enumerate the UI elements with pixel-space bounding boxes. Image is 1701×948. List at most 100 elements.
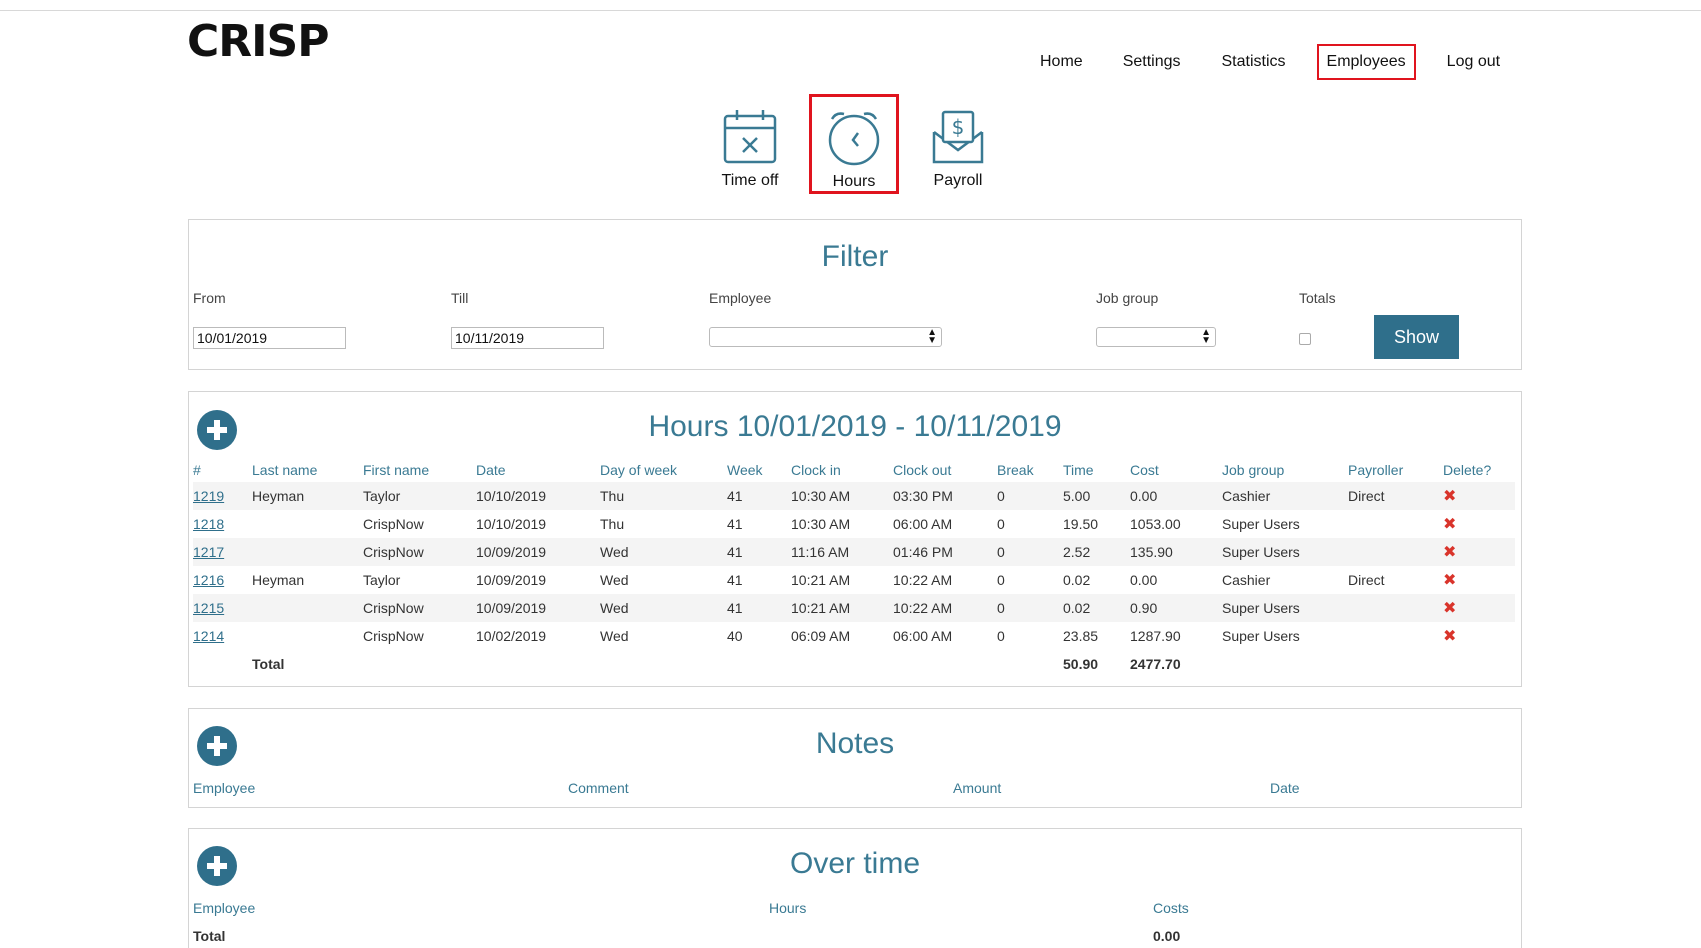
cell: 19.50 bbox=[1063, 516, 1099, 532]
col-header[interactable]: Costs bbox=[1153, 900, 1189, 916]
subnav-time-off[interactable]: Time off bbox=[705, 94, 795, 194]
col-header[interactable]: Clock out bbox=[893, 462, 952, 478]
delete-icon[interactable]: ✖ bbox=[1443, 628, 1457, 645]
hours-header-row: # Last name First name Date Day of week … bbox=[193, 458, 1515, 482]
col-header[interactable]: Amount bbox=[953, 780, 1002, 796]
delete-icon[interactable]: ✖ bbox=[1443, 516, 1457, 533]
cell: 2.52 bbox=[1063, 538, 1130, 566]
col-header[interactable]: Time bbox=[1063, 462, 1094, 478]
cell: 1053.00 bbox=[1130, 516, 1181, 532]
cell bbox=[252, 510, 363, 538]
cell: 0.02 bbox=[1063, 594, 1130, 622]
row-id-link[interactable]: 1217 bbox=[193, 544, 225, 560]
delete-icon[interactable]: ✖ bbox=[1443, 544, 1457, 561]
cell: 10:21 AM bbox=[791, 594, 893, 622]
col-header[interactable]: Break bbox=[997, 462, 1034, 478]
col-header[interactable]: # bbox=[193, 462, 201, 478]
cell: Taylor bbox=[363, 572, 401, 588]
cell: 5.00 bbox=[1063, 482, 1130, 510]
cell: Thu bbox=[600, 482, 727, 510]
cell: 10/09/2019 bbox=[476, 594, 600, 622]
jobgroup-select[interactable]: ▲ ▼ bbox=[1096, 327, 1216, 347]
cell: 135.90 bbox=[1130, 538, 1222, 566]
show-button[interactable]: Show bbox=[1374, 315, 1459, 359]
col-header[interactable]: Employee bbox=[193, 900, 256, 916]
col-header[interactable]: Week bbox=[727, 462, 763, 478]
cell: 41 bbox=[727, 482, 791, 510]
subnav-label: Payroll bbox=[933, 172, 983, 189]
cell: 10:22 AM bbox=[893, 572, 953, 588]
cell: CrispNow bbox=[363, 538, 476, 566]
cell: Direct bbox=[1348, 572, 1385, 588]
col-header[interactable]: Day of week bbox=[600, 462, 678, 478]
table-row: 1217 CrispNow 10/09/2019 Wed 41 11:16 AM… bbox=[193, 538, 1515, 566]
subnav-hours[interactable]: Hours bbox=[809, 94, 899, 194]
crisp-logo: CRISP bbox=[187, 16, 329, 67]
col-header[interactable]: Cost bbox=[1130, 462, 1159, 478]
from-label: From bbox=[193, 290, 226, 306]
cell: Taylor bbox=[363, 482, 476, 510]
delete-icon[interactable]: ✖ bbox=[1443, 572, 1457, 589]
col-header[interactable]: Last name bbox=[252, 462, 318, 478]
nav-statistics[interactable]: Statistics bbox=[1221, 53, 1286, 70]
row-id-link[interactable]: 1219 bbox=[193, 488, 225, 504]
alarm-clock-icon bbox=[828, 112, 880, 166]
cell: Cashier bbox=[1222, 482, 1348, 510]
filter-title: Filter bbox=[821, 240, 889, 273]
cell bbox=[252, 594, 363, 622]
jobgroup-label: Job group bbox=[1096, 290, 1159, 306]
cell: 06:09 AM bbox=[791, 628, 851, 644]
cell: 06:00 AM bbox=[893, 516, 953, 532]
col-header[interactable]: Employee bbox=[193, 780, 256, 796]
cell: CrispNow bbox=[363, 628, 424, 644]
cell: 0 bbox=[997, 516, 1005, 532]
cell: Super Users bbox=[1222, 594, 1348, 622]
row-id-link[interactable]: 1214 bbox=[193, 628, 225, 644]
add-overtime-button[interactable] bbox=[197, 846, 237, 886]
total-cost: 2477.70 bbox=[1130, 656, 1181, 672]
col-header[interactable]: Comment bbox=[568, 780, 629, 796]
row-id-link[interactable]: 1218 bbox=[193, 516, 225, 532]
nav-employees[interactable]: Employees bbox=[1316, 44, 1416, 80]
cell: 41 bbox=[727, 572, 743, 588]
col-header[interactable]: Payroller bbox=[1348, 462, 1404, 478]
row-id-link[interactable]: 1216 bbox=[193, 572, 225, 588]
nav-logout[interactable]: Log out bbox=[1446, 53, 1501, 70]
cell: 06:00 AM bbox=[893, 628, 953, 644]
cell: 0 bbox=[997, 538, 1063, 566]
cell bbox=[1348, 538, 1443, 566]
cell: 10:21 AM bbox=[791, 572, 851, 588]
col-header[interactable]: Date bbox=[1270, 780, 1300, 796]
cell: Super Users bbox=[1222, 628, 1300, 644]
cell: 10/09/2019 bbox=[476, 572, 547, 588]
add-note-button[interactable] bbox=[197, 726, 237, 766]
add-hours-button[interactable] bbox=[197, 410, 237, 450]
employee-select[interactable]: ▲ ▼ bbox=[709, 327, 942, 347]
calendar-x-icon bbox=[723, 110, 777, 164]
col-header[interactable]: Job group bbox=[1222, 462, 1285, 478]
till-date-input[interactable] bbox=[451, 327, 604, 349]
delete-icon[interactable]: ✖ bbox=[1443, 600, 1457, 617]
col-header[interactable]: Hours bbox=[769, 900, 807, 916]
overtime-total-label: Total bbox=[193, 928, 226, 944]
cell: 10/10/2019 bbox=[476, 482, 600, 510]
cell bbox=[1348, 622, 1443, 650]
cell bbox=[252, 622, 363, 650]
filter-panel: Filter From Till Employee ▲▼ Job group ▲… bbox=[188, 219, 1522, 370]
col-header[interactable]: Date bbox=[476, 462, 506, 478]
col-header[interactable]: First name bbox=[363, 462, 430, 478]
cell: Wed bbox=[600, 594, 727, 622]
select-arrows-icon: ▲ ▼ bbox=[1201, 327, 1211, 346]
delete-icon[interactable]: ✖ bbox=[1443, 488, 1457, 505]
cell: Heyman bbox=[252, 572, 305, 588]
subnav-payroll[interactable]: $ Payroll bbox=[913, 94, 1003, 194]
nav-home[interactable]: Home bbox=[1040, 53, 1083, 70]
row-id-link[interactable]: 1215 bbox=[193, 600, 225, 616]
col-header[interactable]: Clock in bbox=[791, 462, 841, 478]
cell: Heyman bbox=[252, 482, 363, 510]
cell: 11:16 AM bbox=[791, 538, 893, 566]
totals-checkbox[interactable] bbox=[1299, 333, 1311, 345]
from-date-input[interactable] bbox=[193, 327, 346, 349]
nav-settings[interactable]: Settings bbox=[1122, 53, 1181, 70]
overtime-panel: Over time Employee Hours Costs Total 0.0… bbox=[188, 828, 1522, 948]
